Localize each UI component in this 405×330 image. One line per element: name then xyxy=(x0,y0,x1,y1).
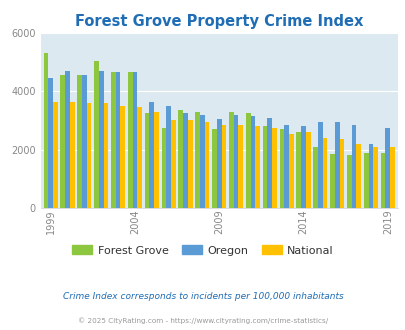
Bar xyxy=(339,139,343,208)
Text: © 2025 CityRating.com - https://www.cityrating.com/crime-statistics/: © 2025 CityRating.com - https://www.city… xyxy=(78,317,327,324)
Bar xyxy=(317,122,322,208)
Bar xyxy=(132,72,137,208)
Bar xyxy=(238,125,243,208)
Bar xyxy=(171,120,175,208)
Bar xyxy=(204,122,209,208)
Bar xyxy=(178,110,183,208)
Bar xyxy=(271,128,276,208)
Bar xyxy=(296,132,301,208)
Bar xyxy=(120,106,125,208)
Bar xyxy=(82,75,87,208)
Bar xyxy=(372,147,377,208)
Bar xyxy=(212,129,216,208)
Bar xyxy=(384,128,389,208)
Bar xyxy=(351,125,356,208)
Text: Crime Index corresponds to incidents per 100,000 inhabitants: Crime Index corresponds to incidents per… xyxy=(62,292,343,301)
Bar xyxy=(228,112,233,208)
Bar xyxy=(313,147,317,208)
Bar xyxy=(329,154,334,208)
Bar xyxy=(255,126,259,208)
Bar xyxy=(111,72,115,208)
Bar xyxy=(363,152,368,208)
Title: Forest Grove Property Crime Index: Forest Grove Property Crime Index xyxy=(75,14,362,29)
Bar xyxy=(48,78,53,208)
Bar xyxy=(87,103,91,208)
Bar xyxy=(145,113,149,208)
Bar xyxy=(221,125,226,208)
Bar xyxy=(103,103,108,208)
Bar xyxy=(149,102,154,208)
Bar xyxy=(346,155,351,208)
Bar xyxy=(188,120,192,208)
Bar xyxy=(70,102,75,208)
Bar xyxy=(301,126,305,208)
Bar xyxy=(115,72,120,208)
Bar xyxy=(262,126,267,208)
Bar xyxy=(368,144,372,208)
Bar xyxy=(166,106,171,208)
Bar xyxy=(94,61,99,208)
Bar xyxy=(195,112,200,208)
Bar xyxy=(60,75,65,208)
Bar xyxy=(250,116,255,208)
Bar xyxy=(305,132,310,208)
Bar xyxy=(288,134,293,208)
Bar xyxy=(53,102,58,208)
Bar xyxy=(128,72,132,208)
Bar xyxy=(137,107,142,208)
Bar xyxy=(200,115,204,208)
Bar xyxy=(322,138,326,208)
Bar xyxy=(233,115,238,208)
Bar xyxy=(99,71,103,208)
Bar xyxy=(284,125,288,208)
Bar xyxy=(245,113,250,208)
Bar xyxy=(43,53,48,208)
Bar xyxy=(356,144,360,208)
Bar xyxy=(334,122,339,208)
Bar xyxy=(279,129,283,208)
Bar xyxy=(183,113,188,208)
Legend: Forest Grove, Oregon, National: Forest Grove, Oregon, National xyxy=(68,241,337,260)
Bar xyxy=(267,117,271,208)
Bar xyxy=(380,152,384,208)
Bar xyxy=(389,147,394,208)
Bar xyxy=(161,128,166,208)
Bar xyxy=(216,119,221,208)
Bar xyxy=(65,71,70,208)
Bar xyxy=(154,112,158,208)
Bar xyxy=(77,75,82,208)
